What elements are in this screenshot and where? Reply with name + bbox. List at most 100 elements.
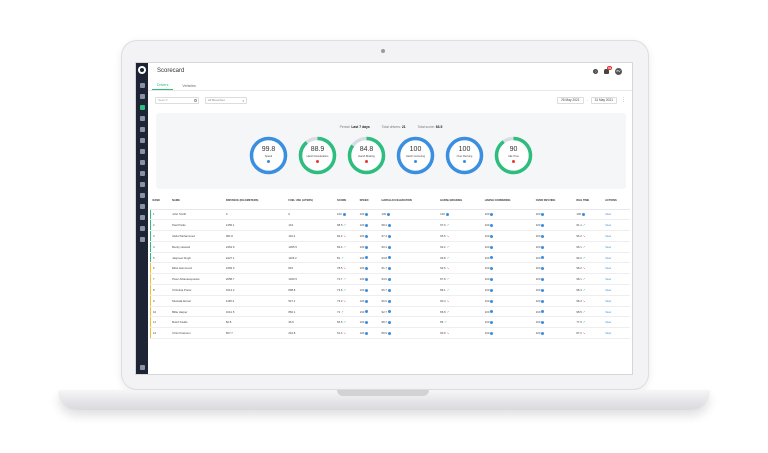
table-row[interactable]: 11 Butch Fields 82.8 36.6 56.5 ↗ 100 98.7 86 ↗ 1… bbox=[150, 316, 630, 329]
report-icon[interactable] bbox=[139, 138, 145, 143]
view-link[interactable]: View bbox=[603, 252, 630, 264]
cell-value: 100 bbox=[535, 298, 541, 303]
cell-value: 1305.5 bbox=[288, 244, 297, 249]
table-cell: 93.8 bbox=[379, 252, 439, 264]
more-options-icon[interactable]: ⋮ bbox=[621, 97, 626, 103]
view-link[interactable]: View bbox=[603, 209, 630, 221]
logo-icon[interactable] bbox=[138, 66, 146, 74]
table-row[interactable]: 12 Chris Peterson 607.7 291.8 51.4 ↘ 100 89.9 9… bbox=[150, 327, 630, 340]
view-link[interactable]: View bbox=[603, 219, 630, 232]
help-icon[interactable]: ? bbox=[593, 68, 598, 74]
table-row[interactable]: 5 Jaspreet Singh 2427.1 1106.2 81 ↗ 100 93.8 93… bbox=[150, 252, 630, 264]
drivers-label: Total drivers: bbox=[381, 125, 401, 129]
column-header[interactable]: DISTANCE (KILOMETERS) bbox=[223, 193, 287, 210]
key-icon[interactable] bbox=[139, 365, 145, 370]
column-header[interactable]: FUEL USE (LITERS) bbox=[286, 193, 336, 210]
column-header[interactable]: HARSH CORNERING bbox=[482, 193, 534, 210]
cell-value: 90.4 bbox=[381, 244, 387, 249]
date-to[interactable]: 31 May 2021 bbox=[590, 96, 617, 104]
table-row[interactable]: 10 Billie Harper 1612.5 860.1 72 ↗ 100 92.7 86.… bbox=[150, 306, 630, 318]
rank-cell: 7 bbox=[150, 273, 171, 286]
tab-drivers[interactable]: Drivers bbox=[152, 83, 174, 90]
cell-value: 100 bbox=[535, 266, 541, 271]
document-icon[interactable] bbox=[139, 160, 145, 165]
home-icon[interactable] bbox=[139, 83, 145, 88]
column-header[interactable]: HARSH ACCELERATION bbox=[379, 193, 439, 210]
view-link[interactable]: View bbox=[603, 230, 630, 242]
table-cell: 100 bbox=[533, 262, 575, 275]
cell-value: 98.5 bbox=[576, 309, 582, 314]
code-icon[interactable] bbox=[139, 226, 145, 231]
tools-icon[interactable] bbox=[139, 171, 145, 176]
search-input[interactable]: Search bbox=[155, 96, 199, 104]
cell-value: Butch Fields bbox=[172, 320, 188, 325]
cell-value: 100 bbox=[535, 244, 541, 249]
plug-icon[interactable] bbox=[139, 237, 145, 242]
table-row[interactable]: 6 Elliot Hammond 1669.3 815 78.5 ↘ 100 91.7 92.… bbox=[150, 262, 630, 275]
view-link[interactable]: View bbox=[603, 327, 630, 340]
trend-icon bbox=[512, 160, 515, 163]
cell-value: View bbox=[605, 233, 612, 238]
view-link[interactable]: View bbox=[603, 273, 630, 286]
column-header[interactable]: IDLE TIME bbox=[574, 193, 604, 210]
column-header[interactable]: OVER REVVING bbox=[533, 193, 575, 210]
list-icon[interactable] bbox=[139, 193, 145, 198]
table-row[interactable]: 8 Christina Porter 1614.2 898.8 73.6 ↗ 100 96.… bbox=[150, 284, 630, 296]
view-link[interactable]: View bbox=[603, 316, 630, 329]
cell-value: 100 bbox=[359, 331, 365, 336]
table-row[interactable]: 1 John Smith 0 0 100 100 100 100 100 100 100 View bbox=[150, 209, 630, 221]
cell-value: Billie Harper bbox=[172, 309, 188, 314]
status-dot-icon bbox=[490, 256, 494, 260]
column-header[interactable]: RANK bbox=[150, 193, 171, 210]
cell-value: 100 bbox=[359, 244, 365, 249]
table-row[interactable]: 4 Becky Howard 2464.9 1305.5 83.4 ↗ 100 90.4 92… bbox=[150, 241, 630, 253]
trend-down-icon: ↘ bbox=[342, 266, 346, 271]
table-cell: 100 bbox=[357, 252, 380, 264]
status-dot-icon bbox=[388, 288, 391, 292]
table-cell: 100 bbox=[482, 241, 534, 253]
status-dot-icon bbox=[541, 321, 545, 325]
avatar[interactable]: BV bbox=[615, 67, 622, 75]
settings-icon[interactable] bbox=[139, 204, 145, 209]
vehicle-icon[interactable] bbox=[139, 116, 145, 121]
view-link[interactable]: View bbox=[603, 262, 630, 275]
table-cell: 98.5 ↗ bbox=[574, 306, 604, 318]
cell-value: View bbox=[605, 223, 612, 228]
view-link[interactable]: View bbox=[603, 295, 630, 307]
map-icon[interactable] bbox=[139, 94, 145, 99]
lock-icon[interactable] bbox=[139, 215, 145, 220]
bell-icon[interactable]: 99 bbox=[604, 65, 612, 74]
table-cell: 97.4 bbox=[379, 230, 439, 242]
chart-icon[interactable] bbox=[139, 149, 145, 154]
tab-vehicles[interactable]: Vehicles bbox=[182, 84, 196, 88]
table-row[interactable]: 7 Peter Athanasopoulos 2058.7 1026.5 74.7 ↗ 1… bbox=[150, 273, 630, 286]
column-header[interactable]: SCORE bbox=[335, 193, 358, 210]
date-from[interactable]: 25 May 2021 bbox=[557, 96, 584, 104]
chat-icon[interactable] bbox=[139, 127, 145, 132]
tab-bar: Drivers Vehicles bbox=[148, 79, 632, 91]
view-link[interactable]: View bbox=[603, 306, 630, 318]
status-dot-icon bbox=[388, 331, 391, 335]
table-cell: 1106.2 bbox=[286, 252, 336, 264]
column-header[interactable]: HARSH BRAKING bbox=[438, 193, 483, 210]
cell-value: 12 bbox=[153, 331, 157, 336]
view-link[interactable]: View bbox=[603, 284, 630, 296]
table-row[interactable]: 9 Mustafa Akmal 1165.2 547.1 73.3 ↘ 100 96.6 90… bbox=[150, 295, 630, 307]
cell-value: 607.7 bbox=[225, 331, 233, 336]
scorecard-icon[interactable] bbox=[139, 105, 145, 110]
user-icon[interactable] bbox=[139, 182, 145, 187]
column-header[interactable]: NAME bbox=[170, 193, 224, 210]
cell-value: 100 bbox=[484, 287, 490, 292]
column-header[interactable]: SPEED bbox=[357, 193, 380, 210]
table-row[interactable]: 2 Paul Parks 1456.1 143 98.5 ↗ 100 98.2 97.9 ↗ 1… bbox=[150, 219, 630, 232]
table-cell: 99.2 ↗ bbox=[574, 252, 604, 264]
column-header[interactable]: ACTIONS bbox=[603, 193, 630, 210]
table-cell: 98.1 ↗ bbox=[574, 273, 604, 286]
cell-value: 100 bbox=[484, 212, 490, 217]
table-row[interactable]: 3 Abdul Mohammed 381.8 119.2 84.4 ↘ 100 97.4 96… bbox=[150, 230, 630, 242]
trend-icon bbox=[267, 160, 270, 163]
table-cell: 100 bbox=[482, 209, 534, 221]
view-link[interactable]: View bbox=[603, 241, 630, 253]
branch-select[interactable]: All Branches ▾ bbox=[205, 96, 247, 104]
chevron-down-icon: ▾ bbox=[242, 98, 244, 103]
